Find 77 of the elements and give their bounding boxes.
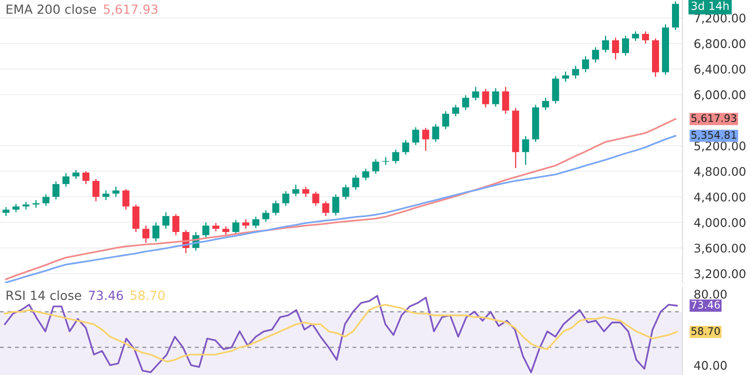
candlestick bbox=[282, 190, 290, 206]
y-tick-label: 80.00 bbox=[694, 290, 727, 299]
text: 73.46 bbox=[692, 300, 720, 309]
candlestick bbox=[442, 110, 450, 130]
y-tick-label: 6,000.00 bbox=[694, 90, 746, 100]
candlestick bbox=[252, 216, 260, 229]
candlestick bbox=[582, 56, 590, 73]
candlestick bbox=[622, 35, 630, 56]
candlestick bbox=[312, 191, 320, 206]
candlestick bbox=[432, 123, 440, 142]
candlestick bbox=[342, 184, 350, 200]
candlestick bbox=[332, 194, 340, 216]
y-tick-label: 4,800.00 bbox=[694, 167, 746, 178]
candlestick bbox=[322, 200, 330, 217]
candlestick bbox=[642, 30, 650, 44]
y-tick-label: 5,200.00 bbox=[694, 141, 746, 152]
candlestick bbox=[562, 71, 570, 82]
candlestick bbox=[422, 127, 430, 152]
candlestick bbox=[152, 222, 160, 242]
candlestick bbox=[602, 35, 610, 53]
text: 58.70 bbox=[691, 327, 720, 335]
y-tick-label: 3,600.00 bbox=[694, 244, 746, 254]
candlestick bbox=[572, 65, 580, 80]
y-tick-label: 4,400.00 bbox=[694, 192, 746, 203]
candlestick bbox=[292, 184, 300, 197]
y-tick-label: 6,400.00 bbox=[694, 64, 746, 75]
candlestick bbox=[502, 86, 510, 114]
candlestick bbox=[102, 190, 110, 201]
candlestick bbox=[492, 88, 500, 108]
candlestick bbox=[82, 170, 90, 185]
candlestick bbox=[142, 225, 150, 244]
candlestick bbox=[232, 219, 240, 236]
y-tick-label: 40.00 bbox=[694, 360, 727, 370]
chart-title: EMA 200 close bbox=[6, 4, 96, 14]
y-tick-label: 6,800.00 bbox=[694, 39, 746, 50]
candlestick bbox=[472, 86, 480, 101]
candlestick bbox=[592, 46, 600, 64]
candlestick bbox=[372, 158, 380, 174]
candlestick bbox=[352, 174, 360, 190]
candlestick bbox=[62, 172, 70, 188]
text: 3d 14h bbox=[692, 1, 729, 10]
candlestick bbox=[482, 88, 490, 108]
candlestick bbox=[302, 186, 310, 198]
candlestick bbox=[172, 214, 180, 236]
y-tick-label: 7,200.00 bbox=[694, 14, 746, 24]
candlestick bbox=[412, 126, 420, 146]
line-series bbox=[4, 304, 678, 362]
text: 5,354.81 bbox=[691, 130, 736, 140]
annotation: 73.46 bbox=[88, 290, 123, 300]
candlestick bbox=[242, 218, 250, 230]
candlestick bbox=[362, 168, 370, 181]
candlestick bbox=[92, 178, 100, 202]
candlestick bbox=[272, 200, 280, 216]
candlestick bbox=[402, 139, 410, 156]
text: 5,617.93 bbox=[691, 114, 736, 124]
y-tick-label: 3,200.00 bbox=[694, 269, 746, 280]
annotation: 5,617.93 bbox=[104, 4, 158, 16]
candlestick bbox=[392, 148, 400, 164]
candlestick bbox=[52, 180, 60, 200]
candlestick bbox=[632, 30, 640, 42]
candlestick bbox=[262, 210, 270, 222]
candlestick bbox=[452, 104, 460, 117]
annotation: 58.70 bbox=[130, 290, 165, 300]
candlestick bbox=[112, 186, 120, 198]
y-tick-label: 4,000.00 bbox=[694, 218, 746, 228]
candlestick bbox=[122, 188, 130, 210]
candlestick bbox=[522, 136, 530, 166]
candlestick bbox=[552, 76, 560, 104]
chart-title: RSI 14 close bbox=[6, 290, 82, 300]
candlestick bbox=[162, 212, 170, 230]
candlestick bbox=[612, 37, 620, 60]
candlestick bbox=[542, 97, 550, 110]
candlestick bbox=[202, 222, 210, 238]
candlestick bbox=[132, 204, 140, 233]
candlestick bbox=[672, 0, 680, 31]
candlestick bbox=[462, 94, 470, 110]
candlestick bbox=[42, 194, 50, 206]
